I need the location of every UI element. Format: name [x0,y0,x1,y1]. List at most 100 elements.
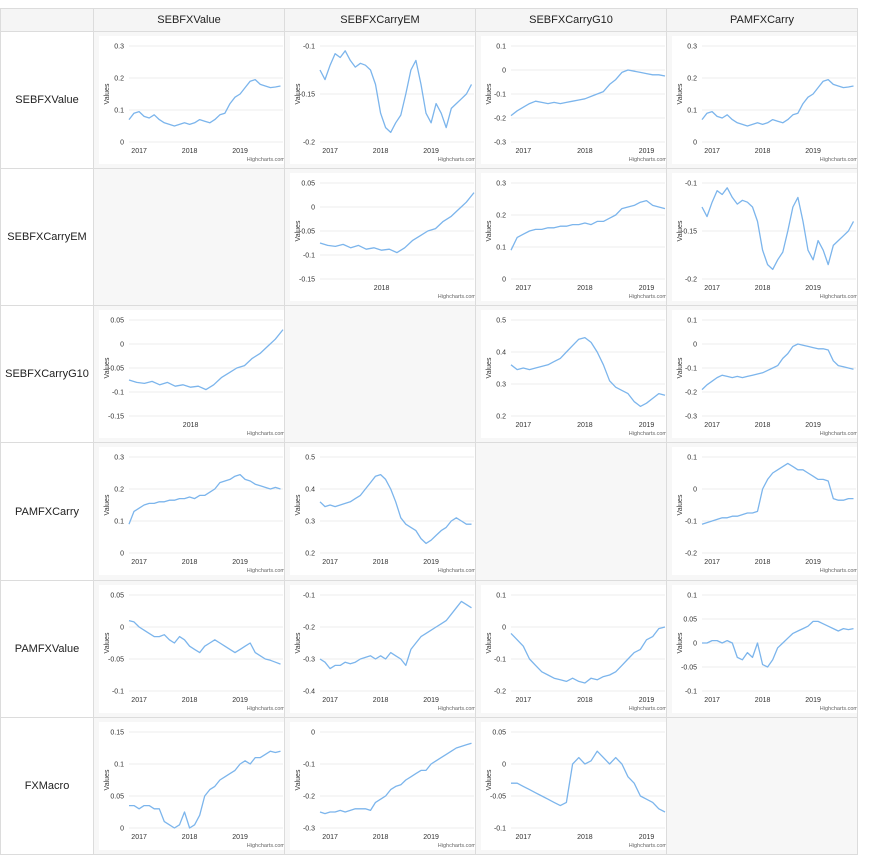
highcharts-credit: Highcharts.com [438,568,476,574]
y-tick-label: -0.3 [685,414,697,421]
row-header: SEBFXCarryEM [0,168,94,307]
x-tick-label: 2018 [577,422,593,429]
x-tick-label: 2018 [577,285,593,292]
y-tick-label: -0.1 [303,592,315,599]
row-header: FXMacro [0,716,94,855]
row-header: SEBFXCarryG10 [0,305,94,444]
x-tick-label: 2017 [704,559,720,566]
y-tick-label: 0 [693,342,697,349]
x-tick-label: 2019 [639,148,655,155]
chart-cell: 0.05 0 -0.05 -0.1 -0.15 2018 Values Highcharts.… [284,168,476,307]
y-tick-label: -0.15 [299,92,315,99]
table-row: PAMFXCarry 0 0.1 0.2 0.3 2017 2018 2019 Values H… [0,442,858,581]
highcharts-credit: Highcharts.com [820,294,858,300]
x-tick-label: 2017 [131,559,147,566]
x-tick-label: 2018 [374,285,390,292]
y-tick-label: 0.5 [305,455,315,462]
y-tick-label: -0.3 [494,140,506,147]
x-tick-label: 2019 [805,422,821,429]
series-line [319,192,475,254]
pairwise-chart-table: SEBFXValue SEBFXCarryEM SEBFXCarryG10 PA… [0,8,858,855]
y-tick-label: 0.2 [496,213,506,220]
y-tick-label: 0.1 [496,44,506,51]
y-tick-label: -0.1 [685,519,697,526]
series-line [510,69,666,117]
y-tick-label: -0.15 [299,277,315,284]
y-tick-label: 0 [311,205,315,212]
chart-cell: 0.1 0 -0.1 -0.2 2017 2018 2019 Values Highcharts… [475,579,667,718]
line-chart: -0.1 -0.15 -0.2 2017 2018 2019 Values Highchart… [672,173,858,302]
y-tick-label: -0.3 [303,656,315,663]
y-tick-label: 0.2 [305,551,315,558]
series-line [129,750,281,829]
x-tick-label: 2017 [322,834,338,841]
line-chart: 0.1 0 -0.1 -0.2 -0.3 2017 2018 2019 Values Highch… [672,310,857,439]
y-tick-label: -0.2 [303,140,315,147]
y-axis-title: Values [677,495,684,516]
y-tick-label: -0.05 [681,664,697,671]
y-tick-label: 0.1 [687,318,697,325]
y-tick-label: 0 [693,640,697,647]
y-tick-label: 0.05 [110,793,124,800]
x-tick-label: 2017 [704,422,720,429]
chart-cell: -0.1 -0.2 -0.3 -0.4 2017 2018 2019 Values Highch… [284,579,476,718]
x-tick-label: 2018 [182,148,198,155]
y-tick-label: -0.1 [685,366,697,373]
line-chart: 0 0.1 0.2 0.3 2017 2018 2019 Values Highcharts.c… [481,173,666,302]
x-tick-label: 2017 [516,148,532,155]
x-tick-label: 2017 [322,697,338,704]
y-axis-title: Values [677,220,684,241]
series-line [510,200,666,251]
y-tick-label: 0.5 [496,318,506,325]
y-axis-title: Values [486,83,493,104]
y-tick-label: 0.2 [496,414,506,421]
x-tick-label: 2018 [755,697,771,704]
series-line [510,625,666,684]
y-axis-title: Values [295,769,302,790]
table-row: PAMFXValue 0.05 0 -0.05 -0.1 2017 2018 2019 Val… [0,579,858,718]
y-tick-label: 0.05 [110,592,124,599]
line-chart: 0 0.1 0.2 0.3 2017 2018 2019 Values Highcharts.c… [672,36,857,164]
highcharts-credit: Highcharts.com [629,843,667,849]
y-axis-title: Values [486,357,493,378]
y-tick-label: 0.3 [305,519,315,526]
highcharts-credit: Highcharts.com [438,157,476,163]
y-tick-label: 0.4 [305,487,315,494]
highcharts-credit: Highcharts.com [438,843,476,849]
y-tick-label: 0 [693,140,697,147]
x-tick-label: 2018 [577,148,593,155]
x-tick-label: 2019 [805,697,821,704]
highcharts-credit: Highcharts.com [438,294,476,300]
column-header: PAMFXCarry [666,8,858,32]
y-tick-label: -0.1 [494,825,506,832]
x-tick-label: 2019 [805,148,821,155]
y-tick-label: -0.1 [494,656,506,663]
chart-cell: 0.5 0.4 0.3 0.2 2017 2018 2019 Values Highcharts… [284,442,476,581]
y-axis-title: Values [104,357,111,378]
y-axis-title: Values [486,769,493,790]
y-axis-title: Values [295,495,302,516]
x-tick-label: 2017 [322,559,338,566]
y-tick-label: 0.15 [110,729,124,736]
y-axis-title: Values [677,83,684,104]
x-tick-label: 2019 [423,834,439,841]
y-tick-label: 0.1 [687,108,697,115]
table-row: FXMacro 0.15 0.1 0.05 0 2017 2018 2019 Values Hi… [0,716,858,855]
y-tick-label: 0 [502,277,506,284]
y-tick-label: -0.1 [303,44,315,51]
x-tick-label: 2018 [577,834,593,841]
y-tick-label: 0.1 [496,245,506,252]
chart-cell: -0.1 -0.15 -0.2 2017 2018 2019 Values Highchart… [284,30,476,170]
line-chart: -0.1 -0.15 -0.2 2017 2018 2019 Values Highchart… [290,36,476,164]
series-line [128,474,281,525]
y-tick-label: 0.05 [110,318,124,325]
y-tick-label: -0.05 [299,229,315,236]
y-tick-label: 0.2 [687,76,697,83]
y-tick-label: 0.3 [496,181,506,188]
y-tick-label: 0.3 [496,382,506,389]
y-axis-title: Values [486,220,493,241]
y-tick-label: -0.1 [112,688,124,695]
line-chart: 0.1 0 -0.1 -0.2 2017 2018 2019 Values Highcharts… [672,447,857,576]
y-tick-label: -0.05 [108,656,124,663]
chart-cell: 0.5 0.4 0.3 0.2 2017 2018 2019 Values Highcharts… [475,305,667,444]
